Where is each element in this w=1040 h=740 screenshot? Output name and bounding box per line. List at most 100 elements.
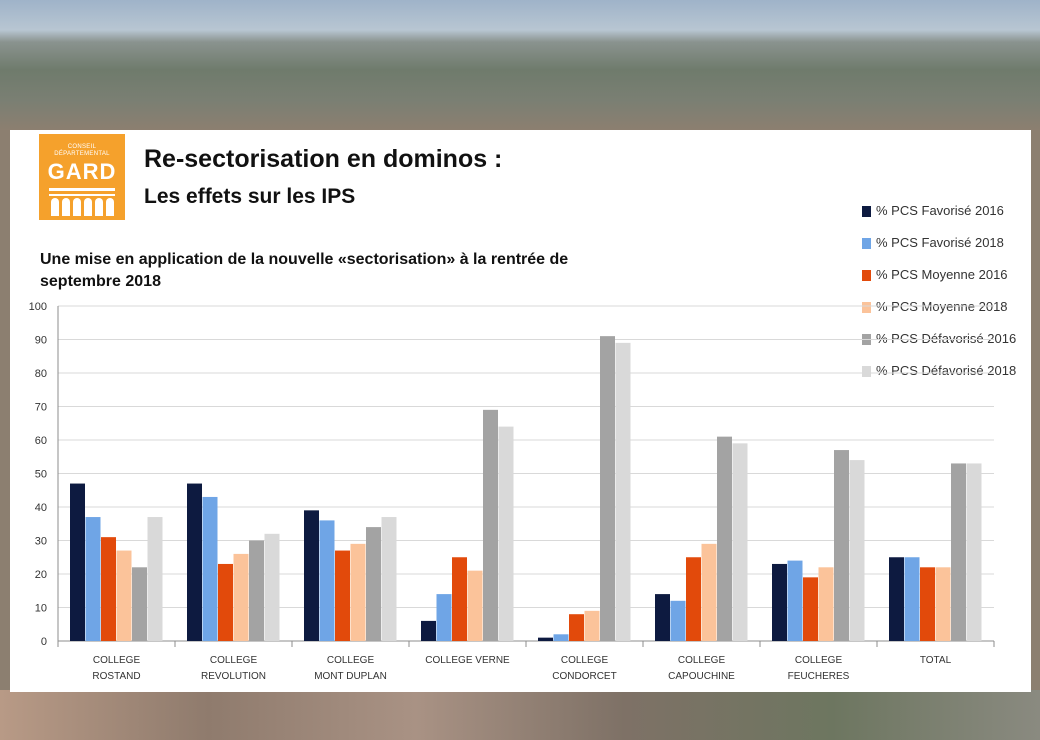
page-title: Re-sectorisation en dominos : (144, 145, 503, 173)
x-category-label-line: COLLEGE (795, 655, 843, 666)
bar (849, 460, 865, 641)
bar (732, 443, 748, 641)
bar (70, 483, 85, 641)
bar (717, 436, 732, 641)
aqueduct-arches-icon (49, 188, 115, 216)
x-category-label: COLLEGE CAPOUCHINE (668, 655, 735, 682)
y-tick-label: 70 (35, 402, 47, 414)
logo-line1: CONSEIL (67, 144, 97, 150)
y-tick-label: 30 (35, 536, 47, 548)
y-tick-label: 50 (35, 469, 47, 481)
x-category-label-line: REVOLUTION (201, 671, 266, 682)
bar (935, 567, 951, 641)
bar (264, 533, 280, 641)
x-category-label: TOTAL (920, 655, 952, 666)
x-category-label-line: MONT DUPLAN (314, 671, 387, 682)
gard-logo: CONSEIL DÉPARTEMENTAL GARD (39, 134, 125, 220)
bar (202, 496, 218, 641)
legend-label: % PCS Défavorisé 2018 (876, 363, 1017, 378)
y-tick-label: 60 (35, 435, 47, 447)
x-category-label-line: COLLEGE (678, 655, 726, 666)
x-category-label-line: COLLEGE (327, 655, 375, 666)
x-category-label-line: COLLEGE VERNE (425, 655, 510, 666)
bar (966, 463, 982, 641)
logo-line2: DÉPARTEMENTAL (54, 151, 110, 157)
bar (85, 517, 101, 641)
bar (818, 567, 834, 641)
x-category-label-line: COLLEGE (93, 655, 141, 666)
bar (381, 517, 397, 641)
bar (701, 543, 717, 641)
x-category-label: COLLEGE CONDORCET (552, 655, 616, 682)
legend-label: % PCS Moyenne 2016 (876, 267, 1008, 282)
page-subtitle: Les effets sur les IPS (144, 185, 356, 208)
bar (483, 409, 498, 641)
bar (538, 637, 553, 641)
bar (920, 567, 935, 641)
x-category-label-line: TOTAL (920, 655, 952, 666)
legend-swatch (862, 302, 871, 313)
bar (421, 620, 436, 641)
bar (249, 540, 264, 641)
bar (498, 426, 514, 641)
bar (951, 463, 966, 641)
legend-swatch (862, 270, 871, 281)
x-category-label: COLLEGE ROSTAND (92, 655, 140, 682)
bar (889, 557, 904, 641)
y-tick-label: 80 (35, 368, 47, 380)
y-tick-label: 0 (41, 636, 47, 648)
legend-label: % PCS Défavorisé 2016 (876, 331, 1017, 346)
bar (584, 610, 600, 641)
bar (218, 563, 233, 641)
bar (187, 483, 202, 641)
bar (600, 336, 615, 641)
legend-swatch (862, 366, 871, 377)
bar (467, 570, 483, 641)
y-tick-label: 40 (35, 502, 47, 514)
bar (147, 517, 163, 641)
bar (350, 543, 366, 641)
bar (655, 594, 670, 641)
x-category-label-line: CONDORCET (552, 671, 616, 682)
x-category-label-line: COLLEGE (210, 655, 258, 666)
x-category-label: COLLEGE REVOLUTION (201, 655, 266, 682)
bar (834, 450, 849, 641)
chart-description: Une mise en application de la nouvelle «… (40, 251, 569, 290)
bar (904, 557, 920, 641)
x-category-label: COLLEGE MONT DUPLAN (314, 655, 387, 682)
bar (787, 560, 803, 641)
x-category-label-line: FEUCHERES (788, 671, 850, 682)
x-category-label-line: COLLEGE (561, 655, 609, 666)
bar (233, 553, 249, 641)
y-tick-label: 10 (35, 603, 47, 615)
x-category-label-line: ROSTAND (92, 671, 140, 682)
bar (304, 510, 319, 641)
bar (569, 614, 584, 641)
legend-label: % PCS Favorisé 2016 (876, 203, 1004, 218)
bar (452, 557, 467, 641)
legend-label: % PCS Favorisé 2018 (876, 235, 1004, 250)
bar (101, 537, 116, 641)
bar (132, 567, 147, 641)
logo-main-text: GARD (47, 159, 117, 184)
bar (615, 342, 631, 641)
bar (366, 527, 381, 641)
legend-swatch (862, 206, 871, 217)
x-category-label: COLLEGE FEUCHERES (788, 655, 850, 682)
legend-swatch (862, 238, 871, 249)
bar (772, 563, 787, 641)
logo-top-text: CONSEIL DÉPARTEMENTAL (39, 144, 125, 158)
bar (436, 594, 452, 641)
y-tick-label: 20 (35, 569, 47, 581)
city-background-lower (0, 690, 1040, 740)
y-tick-label: 100 (29, 301, 47, 313)
y-tick-label: 90 (35, 335, 47, 347)
x-category-label: COLLEGE VERNE (425, 655, 510, 666)
bar (803, 577, 818, 641)
bar (686, 557, 701, 641)
bar (553, 634, 569, 641)
bar (670, 600, 686, 641)
bar (319, 520, 335, 641)
bar (116, 550, 132, 641)
